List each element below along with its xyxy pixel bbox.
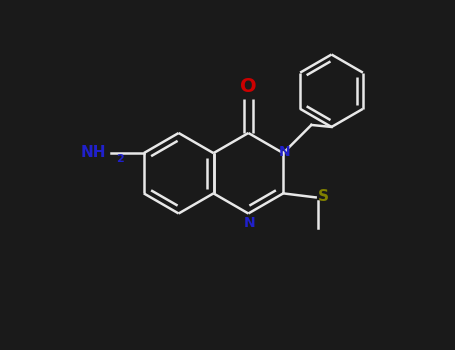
Text: N: N: [279, 145, 291, 159]
Text: O: O: [240, 77, 257, 96]
Text: 2: 2: [116, 154, 124, 164]
Text: NH: NH: [81, 145, 106, 160]
Text: S: S: [318, 189, 329, 204]
Text: N: N: [243, 216, 255, 230]
